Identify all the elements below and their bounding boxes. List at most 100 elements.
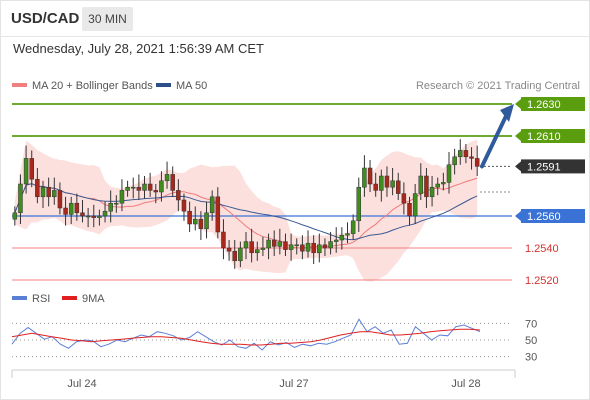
x-tick-label: Jul 28 [451, 378, 480, 390]
candle-body [243, 241, 249, 249]
candle-body [384, 175, 390, 188]
ma50-swatch [156, 83, 171, 88]
legend-rsi: RSI [12, 293, 50, 305]
candle-body [311, 242, 316, 254]
candle-body [328, 241, 333, 249]
candle-body [52, 190, 57, 198]
level-tag-1.2630 [521, 97, 585, 111]
ma50-label: MA 50 [176, 80, 208, 92]
rsi-level-label-70: 70 [525, 318, 537, 330]
candle-body [153, 190, 159, 193]
level-label-1.2630: 1.2630 [527, 99, 561, 111]
candle-body [232, 250, 237, 262]
candle-body [305, 242, 311, 252]
candle-body [159, 180, 164, 193]
candle-body [260, 247, 266, 250]
candle-body [40, 186, 46, 198]
candle-body [294, 244, 299, 247]
level-pointer-1.2610 [515, 131, 521, 141]
candle-body [395, 180, 401, 194]
candle-body [469, 156, 474, 159]
rsi-line [11, 318, 481, 351]
last-price-tag [521, 159, 585, 174]
candle-body [170, 174, 175, 191]
candle-body [367, 167, 373, 185]
candle-body [221, 231, 226, 249]
rsi-ma-line [11, 328, 481, 346]
candle-body [266, 239, 271, 249]
candle-body [339, 234, 345, 241]
candle-body [401, 193, 407, 204]
level-label-1.2520: 1.2520 [525, 275, 559, 287]
level-tag-1.2560 [521, 209, 585, 223]
candle-body [164, 174, 170, 182]
candle-body [322, 244, 328, 249]
candle-body [429, 186, 435, 198]
candle-body [125, 186, 130, 191]
candle-body [441, 182, 446, 185]
candle-body [57, 190, 63, 209]
candle-body [204, 212, 209, 230]
report-datetime: Wednesday, July 28, 2021 1:56:39 AM CET [13, 41, 264, 56]
rsi-label: RSI [32, 293, 51, 305]
target-arrow-head [500, 104, 514, 122]
level-pointer-1.2560 [515, 211, 521, 221]
ma20-swatch [12, 83, 27, 88]
candle-body [74, 202, 80, 214]
candle-body [317, 244, 322, 254]
target-arrow-shaft [480, 112, 509, 169]
candle-body [35, 178, 40, 198]
candle-body [345, 233, 350, 236]
candle-body [187, 210, 192, 225]
candle-body [108, 202, 113, 212]
candle-body [102, 210, 108, 217]
candle-body [283, 241, 288, 250]
candle-body [68, 202, 74, 215]
legend-9ma: 9MA [62, 293, 105, 305]
candle-body [85, 215, 91, 218]
candle-body [130, 186, 136, 189]
candle-body [350, 220, 356, 234]
ma20-line [14, 177, 478, 249]
candle-body [119, 190, 125, 204]
candle-body [226, 247, 232, 252]
candle-body [147, 183, 153, 191]
timeframe-button[interactable]: 30 MIN [82, 7, 133, 31]
candle-body [458, 150, 463, 158]
ma20-label: MA 20 + Bollinger Bands [32, 80, 153, 92]
candle-body [362, 167, 367, 188]
candle-body [176, 190, 181, 201]
candle-body [271, 239, 277, 247]
candle-body [300, 244, 305, 252]
candle-body [412, 193, 418, 217]
credit-text: Research © 2021 Trading Central [415, 80, 580, 92]
candle-body [46, 186, 51, 198]
rsi-swatch [12, 296, 27, 301]
level-label-1.2560: 1.2560 [527, 211, 561, 223]
candle-body [142, 183, 147, 191]
candle-body [215, 196, 221, 233]
candle-body [209, 196, 215, 214]
candle-body [474, 158, 480, 167]
candle-body [379, 175, 384, 191]
candle-body [463, 150, 469, 158]
last-price-pointer [515, 161, 521, 172]
rsi-level-label-30: 30 [525, 352, 537, 364]
candle-body [435, 183, 440, 188]
ma9-label: 9MA [82, 293, 105, 305]
candle-body [407, 202, 412, 217]
candle-body [29, 158, 34, 180]
rsi-level-label-50: 50 [525, 335, 537, 347]
candle-body [288, 244, 294, 250]
header-divider [0, 36, 590, 37]
level-label-1.2610: 1.2610 [527, 131, 561, 143]
candle-body [424, 175, 429, 198]
candle-body [356, 186, 362, 222]
candle-body [418, 175, 424, 194]
candle-body [136, 186, 142, 191]
level-tag-1.2610 [521, 129, 585, 143]
candle-body [181, 199, 187, 212]
legend-ma20: MA 20 + Bollinger Bands [12, 80, 153, 92]
candle-body [18, 183, 23, 214]
